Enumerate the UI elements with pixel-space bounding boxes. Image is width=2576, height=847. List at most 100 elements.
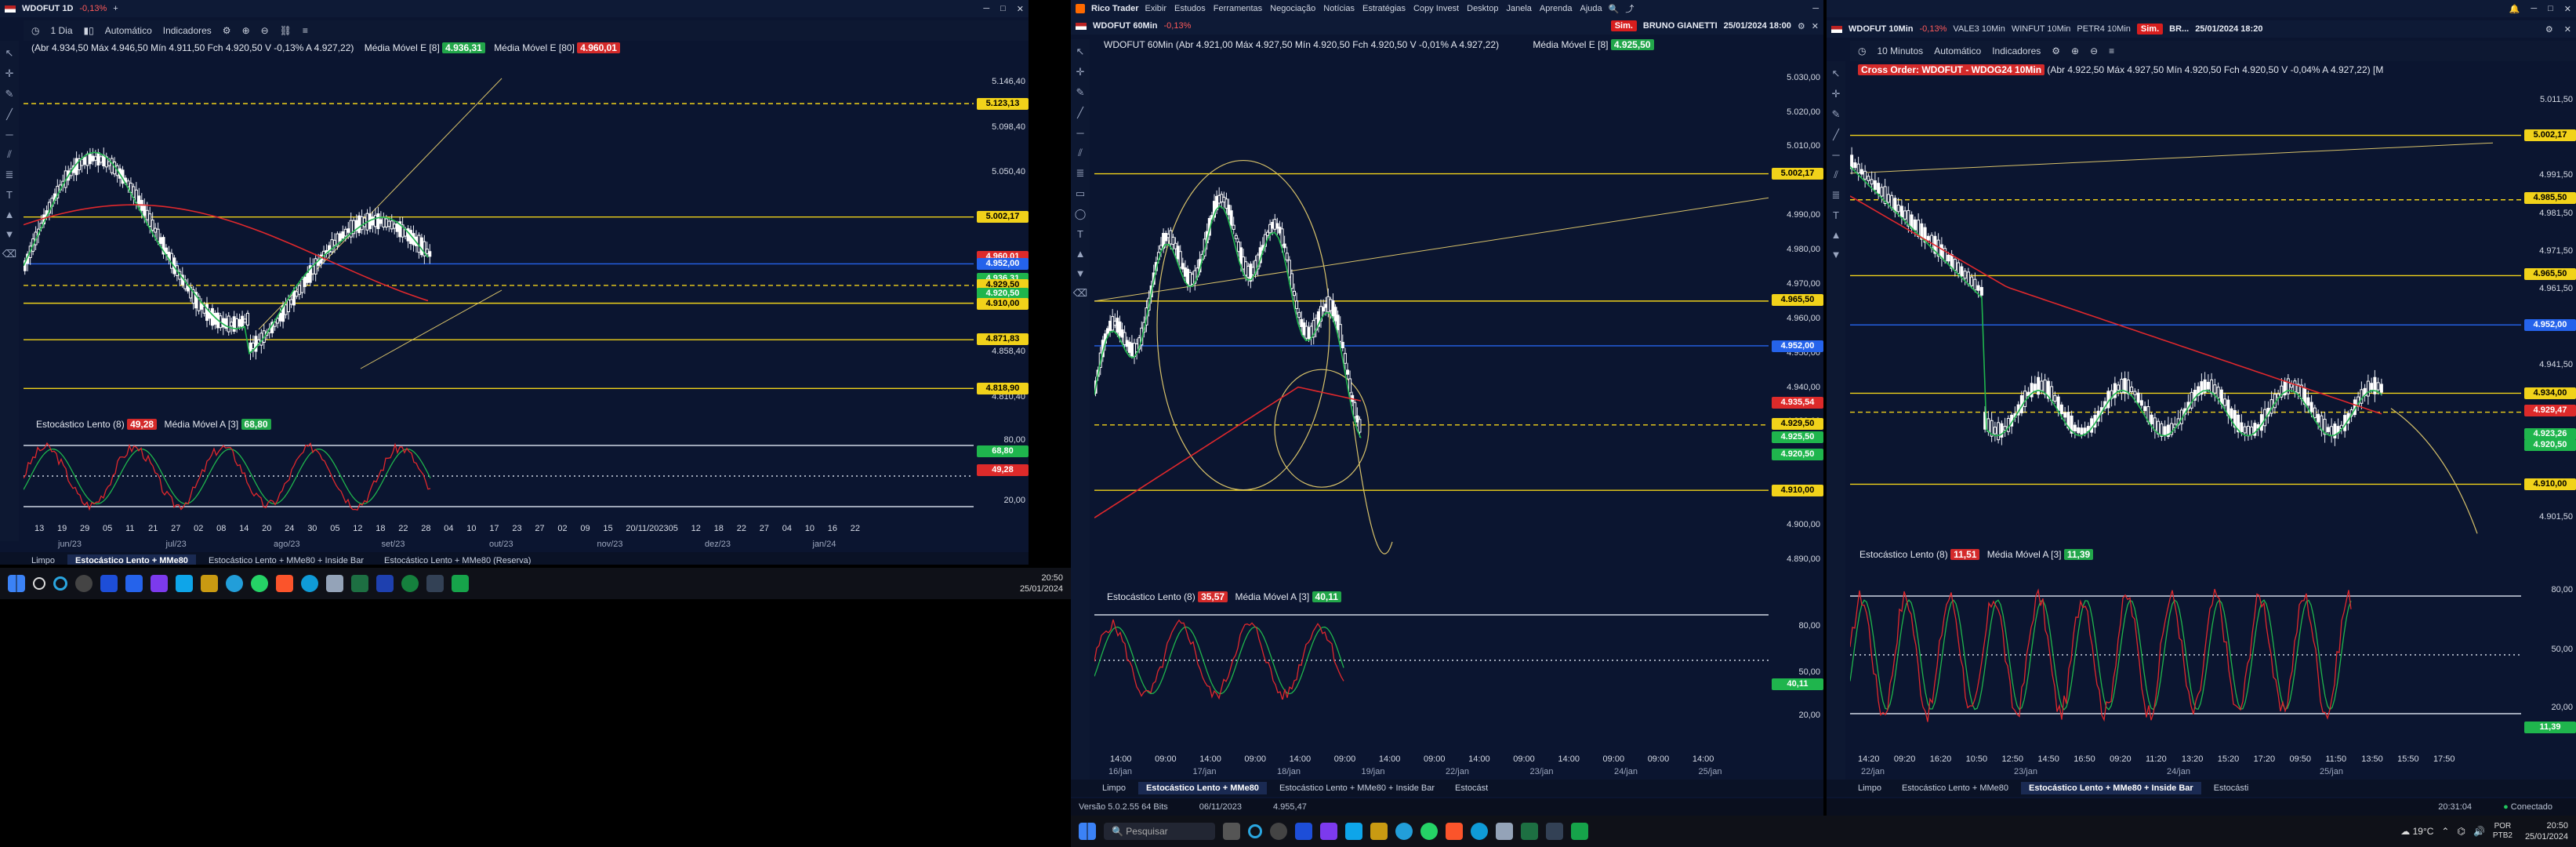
timeframe-select[interactable]: 10 Minutos bbox=[1877, 45, 1924, 56]
time-axis[interactable]: 13 19 29 05 11 21 27 02 08 14 20 24 30 05 12 18 22 28 04 10… bbox=[34, 524, 873, 533]
app-icon-excel[interactable] bbox=[351, 575, 368, 592]
menu-item[interactable]: Copy Invest bbox=[1413, 4, 1460, 13]
weather-widget[interactable]: ☁ 19°C bbox=[2400, 826, 2434, 837]
arrow-up-icon[interactable]: ▲ bbox=[4, 209, 15, 220]
app-icon-edge[interactable] bbox=[1470, 823, 1488, 840]
arrow-up-icon[interactable]: ▲ bbox=[1830, 229, 1841, 241]
settings-icon[interactable]: ⚙ bbox=[2052, 45, 2061, 56]
app-icon-whatsapp[interactable] bbox=[251, 575, 268, 592]
menu-item[interactable]: Janela bbox=[1506, 4, 1532, 13]
layout-tab[interactable]: Estocásti bbox=[2213, 783, 2249, 793]
menu-item[interactable]: Notícias bbox=[1323, 4, 1355, 13]
app-icon-chart[interactable] bbox=[376, 575, 394, 592]
menu-item[interactable]: Ferramentas bbox=[1213, 4, 1263, 13]
price-axis[interactable]: 5.011,50 4.991,50 4.981,50 4.971,50 4.961,50… bbox=[2521, 78, 2576, 541]
price-chart[interactable]: 5.030,00 5.020,00 5.010,00 4.990,00 4.980,00… bbox=[1094, 53, 1823, 587]
app-icon-excel[interactable] bbox=[1520, 823, 1538, 840]
fibonacci-icon[interactable]: ≣ bbox=[1076, 167, 1085, 179]
taskbar-clock-left[interactable]: 20:50 25/01/2024 bbox=[1020, 573, 1063, 594]
close-icon[interactable]: ✕ bbox=[2563, 4, 2571, 14]
layout-tab[interactable]: Limpo bbox=[31, 556, 55, 565]
app-icon-ring[interactable] bbox=[1247, 824, 1262, 838]
app-icon-brave[interactable] bbox=[1445, 823, 1463, 840]
volume-icon[interactable]: 🔊 bbox=[2473, 826, 2485, 837]
app-icon-telegram[interactable] bbox=[1395, 823, 1413, 840]
pencil-icon[interactable]: ✎ bbox=[5, 88, 14, 100]
horizontal-line-icon[interactable]: ─ bbox=[1832, 149, 1840, 161]
share-icon[interactable]: ⤴ bbox=[1625, 5, 1634, 14]
search-box[interactable]: 🔍 Pesquisar bbox=[1104, 823, 1215, 840]
arrow-up-icon[interactable]: ▲ bbox=[1075, 248, 1086, 260]
layout-tab[interactable]: Estocástico Lento + MMe80 + Inside Bar bbox=[208, 556, 365, 565]
layout-tab[interactable]: Estocást bbox=[1455, 783, 1489, 793]
stochastic-chart[interactable]: 80,00 50,00 20,00 11,39 bbox=[1850, 565, 2576, 745]
ellipse-icon[interactable]: ◯ bbox=[1074, 208, 1087, 220]
app-icon-purple[interactable] bbox=[151, 575, 168, 592]
scale-mode-select[interactable]: Automático bbox=[104, 25, 152, 36]
cursor-icon[interactable]: ↖ bbox=[1076, 45, 1085, 57]
time-axis[interactable]: 14:00 09:00 14:00 09:00 14:00 09:00 14:00 09:00… bbox=[1110, 754, 1737, 764]
layout-tab[interactable]: Estocástico Lento + MMe80 bbox=[1901, 783, 2009, 793]
windows-start-icon[interactable] bbox=[8, 575, 25, 592]
crosshair-icon[interactable]: ✛ bbox=[1076, 66, 1085, 78]
zoom-in-icon[interactable]: ⊕ bbox=[241, 25, 250, 36]
layout-tab[interactable]: Estocástico Lento + MMe80 + Inside Bar bbox=[2021, 782, 2201, 794]
stochastic-chart[interactable]: 80,00 68,80 49,28 20,00 bbox=[24, 431, 1029, 522]
chart-symbol[interactable]: WDOFUT 10Min bbox=[1849, 24, 1914, 34]
app-icon-green[interactable] bbox=[401, 575, 419, 592]
price-chart[interactable]: 5.146,40 5.098,40 5.050,40 4.858,40 4.810,40… bbox=[24, 55, 1029, 416]
price-axis[interactable]: 5.146,40 5.098,40 5.050,40 4.858,40 4.810,40… bbox=[974, 55, 1029, 416]
channel-icon[interactable]: ⫽ bbox=[1078, 147, 1083, 158]
app-icon-brave[interactable] bbox=[276, 575, 293, 592]
text-icon[interactable]: T bbox=[1077, 228, 1083, 240]
horizontal-line-icon[interactable]: ─ bbox=[5, 129, 13, 140]
app-icon-files[interactable] bbox=[326, 575, 343, 592]
price-axis[interactable]: 5.030,00 5.020,00 5.010,00 4.990,00 4.980,00… bbox=[1769, 53, 1823, 587]
app-icon-telegram[interactable] bbox=[226, 575, 243, 592]
ticker-tab-3[interactable]: PETR4 10Min bbox=[2077, 24, 2131, 34]
menu-item[interactable]: Negociação bbox=[1270, 4, 1316, 13]
app-icon-rt[interactable] bbox=[426, 575, 444, 592]
layout-tab[interactable]: Estocástico Lento + MMe80 + Inside Bar bbox=[1279, 783, 1435, 793]
menu-item[interactable]: Ajuda bbox=[1580, 4, 1602, 13]
text-icon[interactable]: T bbox=[1833, 209, 1839, 221]
settings-icon[interactable]: ⚙ bbox=[2545, 24, 2553, 35]
app-icon-blue-1[interactable] bbox=[1294, 823, 1312, 840]
menu-item[interactable]: Desktop bbox=[1467, 4, 1499, 13]
app-icon-whatsapp[interactable] bbox=[1420, 823, 1438, 840]
crosshair-icon[interactable]: ✛ bbox=[5, 67, 14, 79]
indicators-button[interactable]: Indicadores bbox=[162, 25, 212, 36]
bell-icon[interactable]: 🔔 bbox=[2509, 4, 2520, 14]
fibonacci-icon[interactable]: ≣ bbox=[5, 169, 14, 180]
layout-tab[interactable]: Estocástico Lento + MMe80 (Reserva) bbox=[384, 556, 532, 565]
ticker-tab-2[interactable]: WINFUT 10Min bbox=[2011, 24, 2071, 34]
app-icon-gold[interactable] bbox=[1370, 823, 1388, 840]
menu-item[interactable]: Estratégias bbox=[1362, 4, 1406, 13]
close-icon[interactable]: ✕ bbox=[1811, 21, 1819, 31]
zoom-out-icon[interactable]: ⊖ bbox=[260, 25, 269, 36]
layout-tab[interactable]: Estocástico Lento + MMe80 bbox=[67, 554, 196, 565]
app-icon-vscode[interactable] bbox=[176, 575, 193, 592]
app-icon-sheets[interactable] bbox=[452, 575, 469, 592]
zoom-in-icon[interactable]: ⊕ bbox=[2071, 45, 2080, 56]
menu-icon[interactable]: ≡ bbox=[2109, 45, 2115, 56]
menu-item[interactable]: Exibir bbox=[1145, 4, 1167, 13]
add-tab-icon[interactable]: + bbox=[113, 4, 118, 13]
app-icon-rt[interactable] bbox=[1545, 823, 1563, 840]
layout-tab[interactable]: Estocástico Lento + MMe80 bbox=[1137, 782, 1267, 794]
ticker-tab-1[interactable]: VALE3 10Min bbox=[1953, 24, 2005, 34]
timeframe-select[interactable]: 1 Dia bbox=[50, 25, 73, 36]
windows-start-icon[interactable] bbox=[1079, 823, 1096, 840]
arrow-down-icon[interactable]: ▼ bbox=[4, 228, 15, 240]
search-icon[interactable]: 🔍 bbox=[1608, 4, 1620, 14]
zoom-out-icon[interactable]: ⊖ bbox=[2090, 45, 2099, 56]
text-icon[interactable]: T bbox=[6, 189, 13, 201]
scale-mode-select[interactable]: Automático bbox=[1934, 45, 1982, 56]
minimize-icon[interactable]: ─ bbox=[1812, 4, 1819, 13]
arrow-down-icon[interactable]: ▼ bbox=[1830, 249, 1841, 260]
stochastic-chart[interactable]: 80,00 50,00 40,11 20,00 bbox=[1094, 605, 1823, 720]
trendline-icon[interactable]: ╱ bbox=[1077, 107, 1083, 118]
trendline-icon[interactable]: ╱ bbox=[1833, 129, 1839, 140]
fibonacci-icon[interactable]: ≣ bbox=[1831, 189, 1841, 201]
time-axis[interactable]: 14:20 09:20 16:20 10:50 12:50 14:50 16:50 09:20… bbox=[1858, 754, 2469, 764]
